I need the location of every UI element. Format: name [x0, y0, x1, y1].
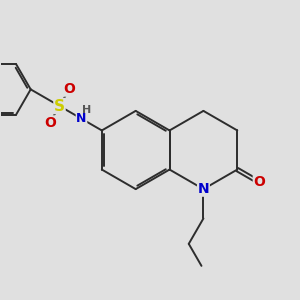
Text: S: S: [54, 98, 65, 113]
Text: O: O: [44, 116, 56, 130]
Text: O: O: [254, 175, 265, 189]
Text: N: N: [76, 112, 87, 125]
Text: H: H: [82, 105, 91, 115]
Text: O: O: [63, 82, 75, 96]
Text: N: N: [198, 182, 209, 196]
